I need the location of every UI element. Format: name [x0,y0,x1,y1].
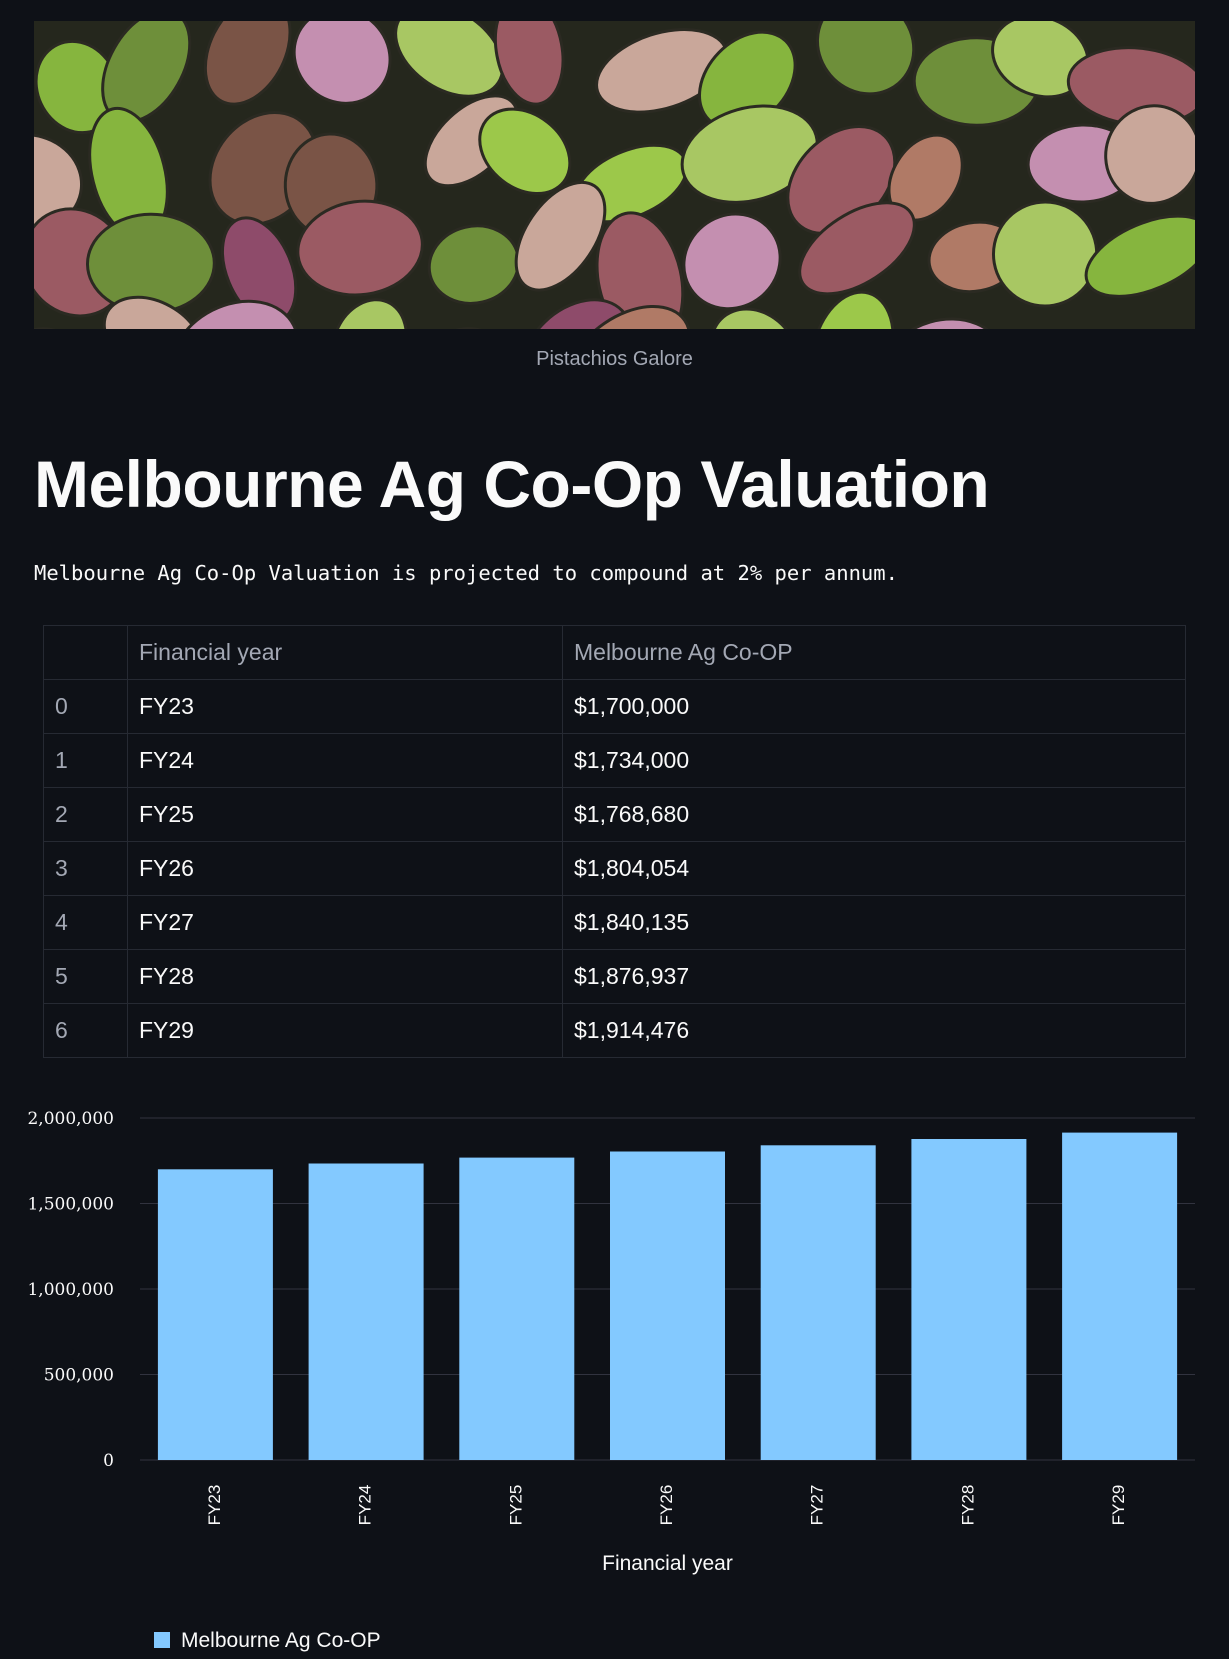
financial-year-header[interactable]: Financial year [127,625,563,680]
valuation-cell[interactable]: $1,914,476 [562,1003,1186,1058]
table-row: 5 FY28 $1,876,937 [43,949,1186,1004]
x-tick-label: FY26 [657,1485,676,1526]
bar-chart-svg[interactable]: 0 500,000 1,000,000 1,500,000 2,000,000 FY23 F… [0,1100,1229,1659]
x-tick-label: FY24 [356,1485,375,1526]
pistachio-shape [815,21,916,96]
valuation-cell[interactable]: $1,734,000 [562,733,1186,788]
valuation-bar-chart[interactable]: 0 500,000 1,000,000 1,500,000 2,000,000 FY23 F… [0,1100,1229,1659]
pistachio-shape [680,104,819,204]
pistachio-shape [203,21,292,106]
row-index: 2 [43,787,128,842]
legend-label: Melbourne Ag Co-OP [181,1629,381,1652]
valuation-cell[interactable]: $1,700,000 [562,679,1186,734]
y-tick-label: 0 [103,1451,114,1471]
pistachio-shape [102,295,204,329]
row-index: 6 [43,1003,128,1058]
pistachio-shape [514,180,607,292]
pistachio-shape [394,21,505,98]
valuation-cell[interactable]: $1,768,680 [562,787,1186,842]
x-tick-label: FY25 [506,1485,525,1526]
hero-image [34,21,1195,329]
pistachio-shape [810,290,895,329]
pistachio-shape [292,21,392,105]
x-tick-label: FY27 [808,1485,827,1526]
row-index: 1 [43,733,128,788]
legend-swatch [154,1632,170,1648]
pistachio-shape [493,21,565,106]
pistachio-shape [478,107,572,196]
bar[interactable] [1062,1132,1178,1460]
financial-year-cell[interactable]: FY25 [127,787,563,842]
financial-year-cell[interactable]: FY24 [127,733,563,788]
pistachio-shape [1084,214,1195,298]
image-caption: Pistachios Galore [536,348,693,370]
financial-year-cell[interactable]: FY27 [127,895,563,950]
financial-year-cell[interactable]: FY28 [127,949,563,1004]
page-title: Melbourne Ag Co-Op Valuation [34,447,990,521]
pistachio-shape [798,201,916,296]
financial-year-cell[interactable]: FY23 [127,679,563,734]
table-row: 2 FY25 $1,768,680 [43,787,1186,842]
y-tick-label: 2,000,000 [27,1109,114,1129]
x-tick-label: FY29 [1109,1485,1128,1526]
x-tick-label: FY28 [958,1485,977,1526]
valuation-cell[interactable]: $1,804,054 [562,841,1186,896]
x-axis-title: Financial year [602,1552,733,1575]
pistachio-shape [34,133,84,233]
y-tick-label: 500,000 [44,1366,114,1386]
valuation-header[interactable]: Melbourne Ag Co-OP [562,625,1186,680]
y-tick-label: 1,500,000 [27,1195,114,1215]
pistachio-shape [709,307,799,329]
financial-year-cell[interactable]: FY29 [127,1003,563,1058]
row-index: 3 [43,841,128,896]
pistachio-shape [682,212,782,311]
table-header-row: Financial year Melbourne Ag Co-OP [43,625,1186,680]
pistachio-shape [170,299,300,329]
bar[interactable] [459,1157,575,1460]
table-row: 4 FY27 $1,840,135 [43,895,1186,950]
pistachio-shape [330,298,408,329]
row-index: 0 [43,679,128,734]
y-tick-label: 1,000,000 [27,1280,114,1300]
pistachio-shape [566,304,692,329]
index-header [43,625,128,680]
pistachio-shape [880,317,1007,329]
bar[interactable] [610,1151,725,1461]
valuation-cell[interactable]: $1,840,135 [562,895,1186,950]
pistachios-photo [34,21,1195,329]
pistachio-shape [296,199,424,297]
table-row: 1 FY24 $1,734,000 [43,733,1186,788]
table-row: 3 FY26 $1,804,054 [43,841,1186,896]
valuation-table[interactable]: Financial year Melbourne Ag Co-OP 0 FY23… [43,625,1186,1058]
bar[interactable] [157,1169,273,1460]
pistachio-shape [1104,104,1195,205]
financial-year-cell[interactable]: FY26 [127,841,563,896]
page-description: Melbourne Ag Co-Op Valuation is projecte… [34,561,898,585]
table-row: 6 FY29 $1,914,476 [43,1003,1186,1058]
table-row: 0 FY23 $1,700,000 [43,679,1186,734]
bar[interactable] [308,1163,424,1461]
bar[interactable] [760,1145,876,1460]
bar[interactable] [911,1139,1027,1460]
row-index: 5 [43,949,128,1004]
valuation-cell[interactable]: $1,876,937 [562,949,1186,1004]
x-tick-label: FY23 [205,1485,224,1526]
row-index: 4 [43,895,128,950]
